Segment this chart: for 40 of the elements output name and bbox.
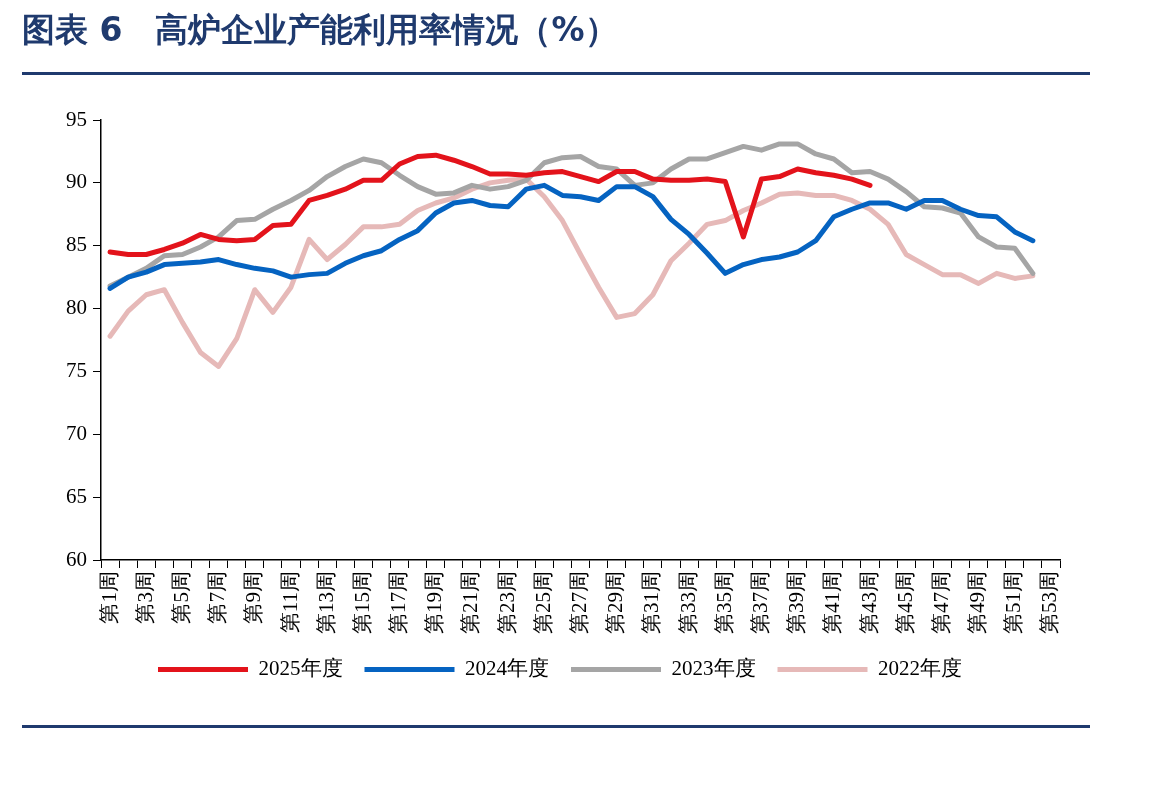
x-tick-label: 第19周	[422, 571, 447, 634]
x-tick-label: 第17周	[386, 571, 411, 634]
x-tick-label: 第41周	[820, 571, 845, 634]
legend-label: 2022年度	[878, 656, 962, 681]
y-tick-label: 80	[66, 295, 87, 320]
x-tick-label: 第23周	[494, 571, 519, 634]
y-tick-label: 65	[66, 483, 87, 508]
y-tick-label: 60	[66, 546, 87, 571]
x-tick-label: 第5周	[168, 571, 193, 624]
x-tick-label: 第31周	[639, 571, 664, 634]
x-tick-label: 第25周	[530, 571, 555, 634]
x-tick-label: 第11周	[277, 571, 302, 634]
x-tick-label: 第7周	[205, 571, 230, 624]
x-tick-label: 第53周	[1037, 571, 1062, 634]
x-tick-label: 第51周	[1001, 571, 1026, 634]
x-tick-label: 第27周	[567, 571, 592, 634]
x-tick-label: 第15周	[349, 571, 374, 634]
legend-label: 2024年度	[465, 656, 549, 681]
x-tick-label: 第9周	[241, 571, 266, 624]
x-tick-label: 第49周	[965, 571, 990, 634]
x-tick-label: 第33周	[675, 571, 700, 634]
x-tick-label: 第13周	[313, 571, 338, 634]
x-tick-label: 第47周	[928, 571, 953, 634]
y-tick-label: 70	[66, 420, 87, 445]
y-tick-label: 75	[66, 357, 87, 382]
x-tick-label: 第45周	[892, 571, 917, 634]
chart-title: 图表 6 高炉企业产能利用率情况（%）	[22, 9, 618, 51]
x-tick-label: 第21周	[458, 571, 483, 634]
x-tick-label: 第37周	[747, 571, 772, 634]
x-tick-label: 第43周	[856, 571, 881, 634]
x-tick-label: 第3周	[132, 571, 157, 624]
y-tick-label: 95	[66, 106, 87, 131]
y-tick-label: 85	[66, 232, 87, 257]
legend-label: 2023年度	[671, 656, 756, 681]
legend-label: 2025年度	[258, 656, 343, 681]
y-tick-label: 90	[66, 169, 87, 194]
x-tick-label: 第1周	[96, 571, 121, 624]
x-tick-label: 第35周	[711, 571, 736, 634]
x-tick-label: 第39周	[784, 571, 809, 634]
x-tick-label: 第29周	[603, 571, 628, 634]
